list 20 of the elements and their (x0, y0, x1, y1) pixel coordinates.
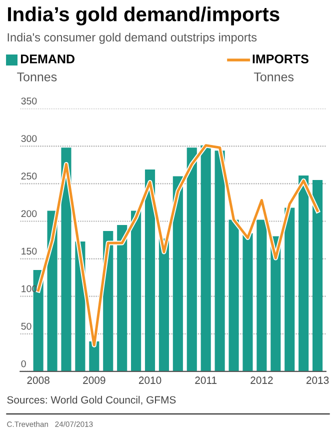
legend-label: DEMAND (20, 54, 74, 64)
chart-subtitle: India's consumer gold demand outstrips imports (8, 32, 257, 44)
y-tick-label: 0 (21, 360, 26, 368)
y-axis-title: Tonnes (17, 72, 57, 82)
y-tick-label: 250 (21, 172, 37, 180)
x-tick-label: 2011 (195, 376, 217, 384)
y-tick-label: 300 (21, 135, 37, 142)
x-tick-label: 2012 (250, 376, 273, 384)
text: Tonnes (254, 72, 294, 82)
y-tick-label: 350 (21, 98, 37, 104)
x-tick-label: 2009 (83, 376, 106, 384)
legend-label: IMPORTS (252, 54, 308, 64)
x-tick-label: 2008 (27, 376, 50, 384)
x-tick-label: 2010 (138, 376, 162, 384)
y-tick-label: 50 (21, 322, 32, 330)
chart-title: India’s gold demand/imports (8, 6, 280, 26)
y-tick-label: 200 (21, 210, 37, 218)
y-tick-label: 150 (22, 248, 37, 255)
x-tick-label: 2013 (306, 376, 329, 384)
source-note: Sources: World Gold Council, GFMS (7, 396, 176, 405)
